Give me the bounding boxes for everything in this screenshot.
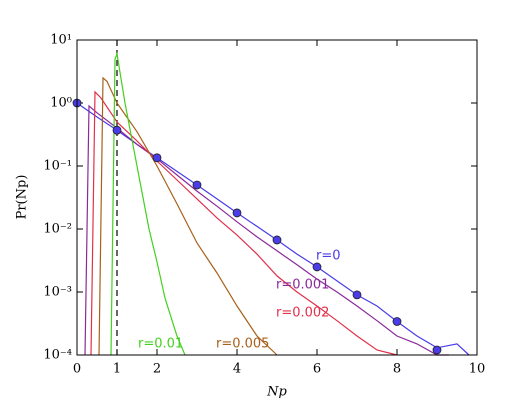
series-label: r=0.01 [138,337,183,352]
x-tick-label: 6 [313,362,321,377]
y-tick-label: 10¹ [50,33,72,48]
series-line [98,76,278,356]
x-tick-label: 0 [73,362,81,377]
series-label: r=0.002 [276,306,329,321]
marker [232,208,242,218]
marker [192,180,202,190]
series-line [76,102,470,356]
plot-frame [76,39,478,356]
x-tick-label: 2 [153,362,161,377]
series-label: r=0.005 [216,337,269,352]
y-tick-label: 10⁰ [50,96,72,111]
marker [392,317,402,326]
x-tick-label: 10 [469,362,486,377]
series-label: r=0 [316,249,341,264]
y-tick-label: 10⁻² [43,222,72,237]
series-line [84,104,449,356]
marker [152,153,162,163]
y-tick-label: 10⁻⁴ [43,348,72,363]
y-tick-label: 10⁻³ [43,285,72,300]
series-line [110,51,186,356]
x-tick-label: 1 [113,362,121,377]
x-tick-label: 4 [233,362,241,377]
series-label: r=0.001 [276,278,329,293]
x-tick-label: 8 [393,362,401,377]
y-tick-label: 10⁻¹ [43,159,72,174]
marker [272,235,282,245]
marker [312,262,322,272]
x-axis-label: Np [266,385,287,400]
marker [432,345,442,355]
y-axis-label: Pr(Np) [15,175,30,220]
marker [352,290,362,300]
marker [112,125,122,135]
